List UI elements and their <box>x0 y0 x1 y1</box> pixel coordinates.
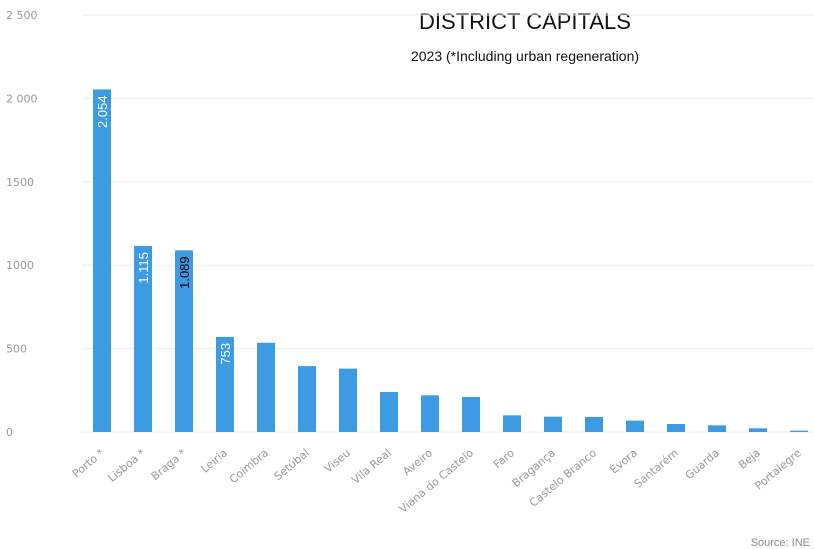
bar <box>626 420 644 432</box>
source-note: Source: INE <box>750 537 810 549</box>
x-tick-label: Évora <box>607 446 639 476</box>
x-tick-label: Setúbal <box>272 446 312 483</box>
bar <box>790 430 808 432</box>
x-tick-label: Coimbra <box>227 446 271 486</box>
x-tick-label: Santarém <box>632 446 681 490</box>
x-tick-label: Aveiro <box>400 446 435 478</box>
bar <box>257 342 275 432</box>
y-tick-label: 0 <box>6 426 13 439</box>
data-label: 1.115 <box>136 252 151 284</box>
bar <box>380 391 398 432</box>
bar <box>175 250 193 432</box>
y-tick-label: 2 500 <box>6 9 38 22</box>
bar <box>544 416 562 432</box>
bar <box>216 336 234 432</box>
data-label: 1.089 <box>177 256 192 289</box>
data-label: 2.054 <box>95 95 110 128</box>
bar <box>749 428 767 432</box>
bar <box>462 396 480 432</box>
bar <box>421 395 439 432</box>
x-tick-label: Braga * <box>149 446 190 483</box>
bar <box>708 425 726 432</box>
x-tick-label: Leiria <box>199 446 230 475</box>
x-tick-label: Vila Real <box>349 446 394 486</box>
y-tick-label: 1000 <box>6 259 34 272</box>
x-tick-label: Viana do Castelo <box>397 446 476 516</box>
y-tick-label: 500 <box>6 343 27 356</box>
chart-title: DISTRICT CAPITALS <box>419 9 631 34</box>
bar <box>93 89 111 433</box>
bar <box>134 246 152 432</box>
x-tick-label: Faro <box>491 446 517 471</box>
y-tick-label: 2 000 <box>6 92 38 105</box>
chart-subtitle: 2023 (*Including urban regeneration) <box>410 48 640 64</box>
x-tick-label: Beja <box>736 446 763 471</box>
x-tick-label: Viseu <box>322 446 353 475</box>
bar <box>339 368 357 432</box>
bar <box>667 423 685 432</box>
bar <box>585 416 603 432</box>
x-tick-label: Lisboa * <box>106 446 149 485</box>
x-tick-label: Guarda <box>683 446 722 482</box>
bar <box>298 366 316 432</box>
bar <box>503 415 521 432</box>
x-tick-label: Porto * <box>70 446 107 480</box>
y-tick-label: 1500 <box>6 176 34 189</box>
data-label: 753 <box>218 343 233 365</box>
